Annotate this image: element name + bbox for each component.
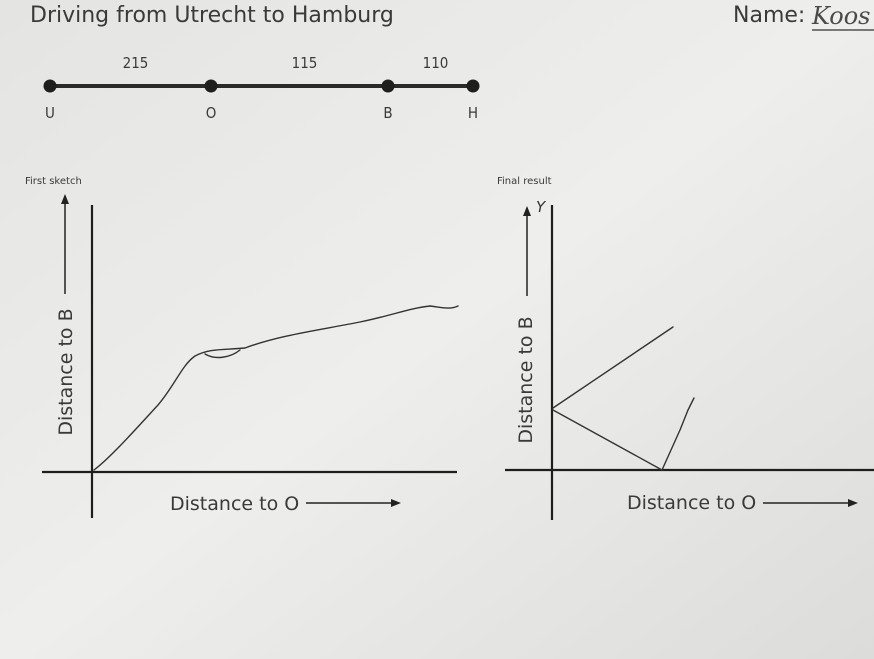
- stop-dot: [44, 80, 57, 93]
- distance-label: 115: [292, 54, 318, 72]
- name-label: Name:: [733, 3, 805, 28]
- distance-label: 215: [123, 54, 149, 72]
- title: Driving from Utrecht to Hamburg: [30, 3, 394, 28]
- paper: [0, 0, 874, 659]
- stop-label: U: [45, 104, 55, 122]
- stop-label: H: [468, 104, 478, 122]
- panel-title: Final result: [497, 176, 552, 187]
- y-axis-label: Distance to B: [515, 316, 537, 443]
- x-axis-label: Distance to O: [627, 492, 756, 514]
- stop-dot: [467, 80, 480, 93]
- stop-label: O: [206, 104, 217, 122]
- x-axis-label: Distance to O: [170, 493, 299, 515]
- name-value: Koos: [811, 2, 871, 30]
- y-axis-label: Distance to B: [55, 308, 77, 435]
- stop-dot: [382, 80, 395, 93]
- stop-dot: [205, 80, 218, 93]
- stop-label: B: [383, 104, 392, 122]
- distance-label: 110: [423, 54, 449, 72]
- worksheet: Driving from Utrecht to Hamburg Name: Ko…: [0, 0, 874, 659]
- panel-title: First sketch: [25, 176, 82, 187]
